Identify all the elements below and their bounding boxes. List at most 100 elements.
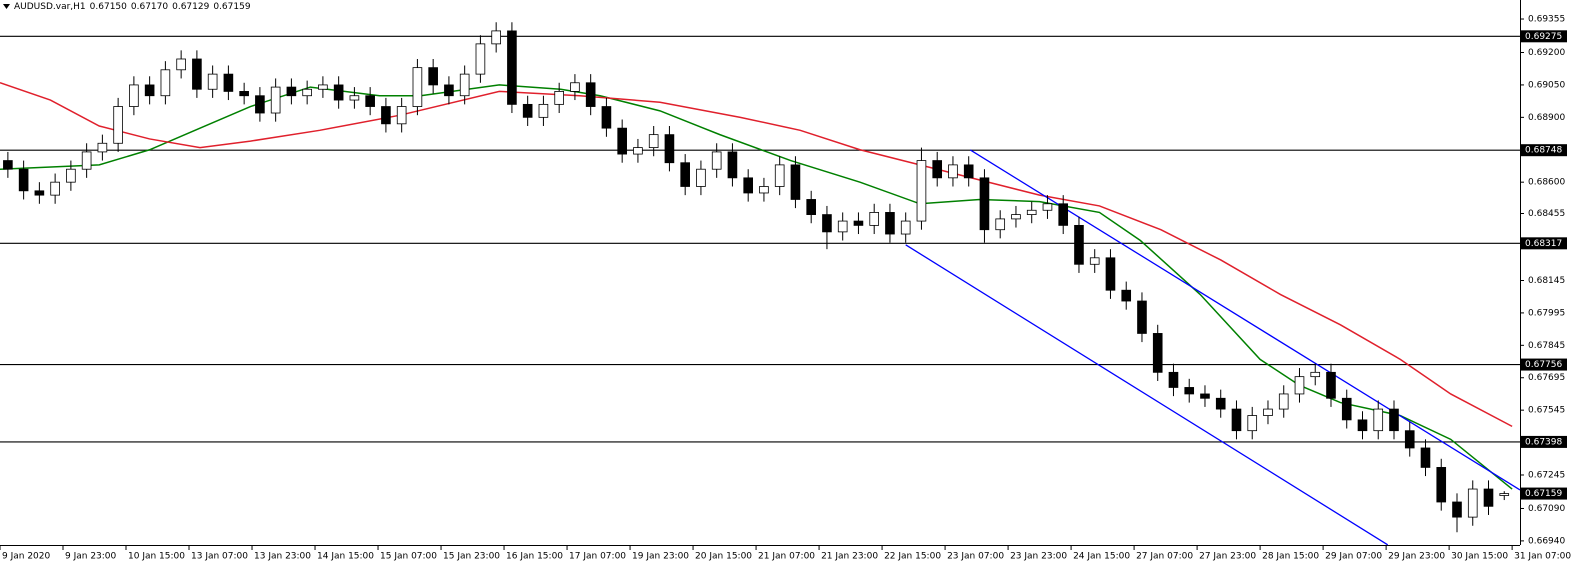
candle-body [1168, 371, 1179, 388]
x-tick-label: 10 Jan 15:00 [128, 552, 185, 562]
candle-body [522, 103, 533, 118]
candle-body [1452, 501, 1462, 518]
candle-body [349, 95, 360, 101]
candle-body [554, 91, 564, 105]
candle-body [916, 160, 927, 222]
candle-body [601, 106, 612, 129]
candle-body [1121, 289, 1132, 302]
candle-body [302, 88, 312, 97]
candle-body [648, 134, 659, 148]
candle-body [475, 43, 486, 75]
candle-body [1310, 371, 1321, 378]
candle-body [1357, 419, 1368, 432]
header-value: 0.67129 [172, 2, 209, 12]
header-value: 0.67150 [90, 2, 127, 12]
moving-average [0, 82, 1513, 428]
candle-body [1294, 376, 1305, 395]
current-price-label: 0.67159 [1525, 489, 1562, 499]
x-tick-label: 29 Jan 07:00 [1325, 552, 1382, 562]
candle-body [1467, 488, 1478, 518]
y-tick-label: 0.69355 [1528, 15, 1565, 25]
x-tick-label: 23 Jan 07:00 [947, 552, 1004, 562]
candle-body [507, 30, 517, 105]
trend-line [905, 244, 1389, 546]
x-tick-label: 9 Jan 23:00 [65, 552, 117, 562]
level-tag-label: 0.69275 [1525, 32, 1562, 42]
candle-body [1058, 203, 1069, 226]
level-tag-label: 0.67398 [1525, 437, 1562, 447]
candle-body [286, 86, 297, 97]
candle-body [34, 190, 45, 196]
candle-body [538, 103, 549, 118]
candle-body [223, 73, 234, 92]
candle-body [1042, 203, 1053, 211]
x-tick-label: 31 Jan 07:00 [1514, 552, 1571, 562]
candle-body [963, 164, 974, 179]
candle-body [97, 142, 108, 153]
level-tag [1521, 30, 1567, 43]
level-tag [1521, 435, 1567, 448]
menu-triangle[interactable] [3, 4, 10, 9]
x-tick-label: 19 Jan 23:00 [632, 552, 689, 562]
current-price-tag [1521, 487, 1567, 500]
candle-body [255, 95, 265, 114]
x-tick-label: 29 Jan 23:00 [1388, 552, 1445, 562]
y-tick-label: 0.67090 [1528, 504, 1565, 514]
x-tick-label: 14 Jan 15:00 [317, 552, 374, 562]
x-tick-label: 9 Jan 2020 [2, 552, 50, 562]
candle-body [1404, 430, 1415, 449]
candle-body [1263, 408, 1273, 416]
candle-body [837, 220, 848, 233]
x-tick-label: 28 Jan 15:00 [1262, 552, 1319, 562]
y-tick-label: 0.67545 [1528, 406, 1565, 416]
candle-body [50, 181, 60, 196]
candle-body [18, 168, 29, 192]
candle-body [1247, 415, 1258, 432]
candle-body [381, 106, 391, 125]
candle-body [696, 168, 706, 187]
candle-body [774, 164, 785, 187]
candle-body [1278, 393, 1289, 410]
candle-body [129, 84, 139, 107]
candle-body [412, 67, 423, 107]
candle-body [113, 106, 123, 144]
candle-body [743, 177, 753, 194]
candle-body [853, 220, 864, 226]
candle-body [176, 58, 186, 71]
x-tick-label: 22 Jan 15:00 [884, 552, 941, 562]
candle-body [727, 151, 738, 179]
y-tick-label: 0.69200 [1528, 48, 1565, 58]
x-tick-label: 23 Jan 23:00 [1010, 552, 1067, 562]
header: AUDUSD.var,H1 0.67150 0.67170 0.67129 0.6715… [14, 2, 251, 12]
y-tick-label: 0.67695 [1528, 373, 1565, 383]
candle-body [239, 91, 249, 97]
y-tick-label: 0.67245 [1528, 470, 1565, 480]
candle-body [1420, 447, 1431, 468]
y-tick-label: 0.67845 [1528, 341, 1565, 351]
candle-body [948, 164, 958, 179]
y-tick-label: 0.69050 [1528, 80, 1565, 90]
symbol: AUDUSD.var,H1 [14, 2, 86, 12]
candle-body [1499, 493, 1510, 496]
candle-body [318, 84, 328, 90]
candle-body [759, 186, 769, 194]
candle-body [207, 73, 218, 90]
x-tick-label: 13 Jan 07:00 [191, 552, 248, 562]
candle-body [144, 84, 155, 97]
level-tag-label: 0.68748 [1525, 146, 1562, 156]
x-tick-label: 21 Jan 23:00 [821, 552, 878, 562]
level-tag [1521, 237, 1567, 250]
candle-body [444, 84, 454, 97]
candle-body [1200, 393, 1210, 399]
candle-body [459, 73, 470, 97]
candle-body [617, 127, 627, 155]
candle-body [790, 164, 801, 200]
candle-body [1011, 214, 1021, 220]
y-tick-label: 0.68900 [1528, 113, 1565, 123]
candle-body [3, 160, 13, 170]
candle-body [428, 67, 438, 86]
candle-body [1184, 387, 1195, 395]
x-tick-label: 21 Jan 07:00 [758, 552, 815, 562]
candle-body [1389, 408, 1399, 432]
